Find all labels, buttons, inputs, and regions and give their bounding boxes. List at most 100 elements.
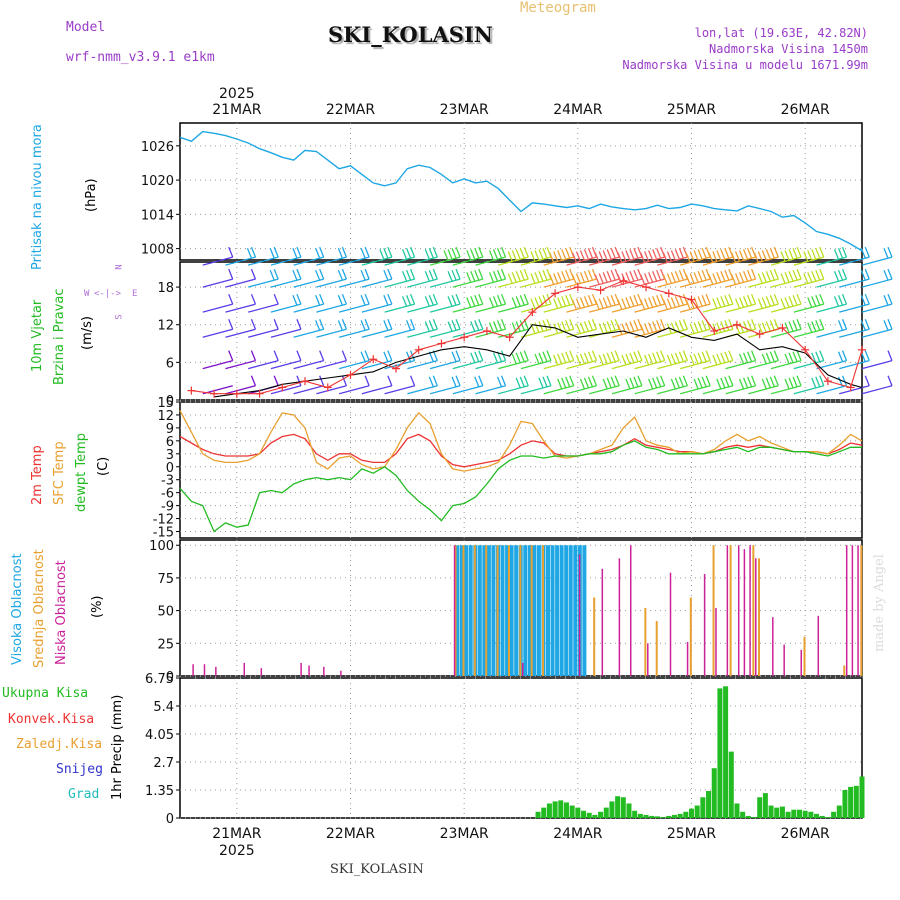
- wind-barb-flag: [724, 247, 730, 259]
- wind-barb: [475, 278, 506, 288]
- wind-barb-flag: [678, 320, 685, 331]
- wind-barb-flag: [546, 350, 552, 361]
- precip-bar: [853, 785, 859, 818]
- wind-barb: [566, 385, 597, 395]
- wind-barb-flag: [773, 319, 779, 330]
- wind-barb-flag: [652, 249, 658, 260]
- wind-barb: [225, 303, 256, 313]
- wind-barb-flag: [296, 268, 302, 280]
- cloud-high-bar: [573, 545, 578, 676]
- cloud-mid-bar: [803, 636, 806, 676]
- cloud-low-bar: [857, 545, 859, 676]
- wind-barb: [498, 256, 529, 266]
- wind-barb-flag: [250, 293, 257, 305]
- wind-barb: [384, 303, 415, 313]
- wind-barb-flag: [565, 295, 571, 306]
- temperature-ytick-label: 9: [166, 422, 174, 437]
- cloud-low-bar: [453, 545, 456, 676]
- wind-barb-flag: [652, 352, 658, 364]
- wind-barb-flag: [693, 250, 699, 261]
- model-label: Model: [66, 20, 106, 35]
- wind-barb-flag: [837, 320, 844, 331]
- wind-barb-flag: [579, 322, 586, 333]
- wind-barb-flag: [887, 350, 893, 361]
- wind-barb-flag: [451, 295, 457, 306]
- wind-barb-flag: [670, 322, 677, 333]
- wind-barb-flag: [750, 268, 757, 280]
- cloud-low-bar: [749, 545, 751, 676]
- cloud-low-bar: [243, 662, 246, 676]
- wind-barb-flag: [401, 296, 408, 307]
- wind-barb-flag: [292, 295, 298, 306]
- wind-barb: [520, 303, 552, 313]
- wind-barb-flag: [841, 293, 848, 305]
- wind-barb-flag: [474, 351, 480, 362]
- wind-barb: [770, 385, 802, 395]
- cloud-mid-bar: [473, 545, 476, 676]
- wind-barb-flag: [773, 268, 779, 280]
- wind-barb-flag: [432, 375, 438, 386]
- wind-barb: [748, 256, 779, 266]
- wind-barb-flag: [697, 296, 703, 307]
- wind-barb: [361, 360, 393, 370]
- wind-barb-flag: [447, 271, 453, 282]
- wind-barb-flag: [678, 269, 685, 281]
- wind-barb: [816, 328, 847, 338]
- wind-barb-flag: [542, 376, 548, 388]
- wind-barb: [839, 360, 870, 370]
- wind-barb-flag: [674, 321, 681, 332]
- wind-barb-flag: [682, 319, 689, 330]
- wind-barb-flag: [542, 351, 548, 362]
- wind-barb-flag: [250, 268, 257, 280]
- pressure-line: [179, 130, 863, 252]
- bottom-date-label: 22MAR: [326, 826, 375, 842]
- wind-barb-flag: [296, 293, 302, 305]
- wind-barb-flag: [788, 352, 794, 364]
- wind-barb-flag: [500, 246, 507, 258]
- wind-barb-flag: [689, 273, 695, 284]
- wind-barb-flag: [538, 296, 544, 307]
- wind-barb-flag: [716, 378, 722, 390]
- wind-barb-flag: [864, 319, 870, 330]
- precip-bar: [598, 811, 604, 818]
- wind-barb-flag: [693, 322, 699, 333]
- footer-station-name: SKI_KOLASIN: [330, 862, 424, 877]
- wind-barb-flag: [689, 354, 695, 366]
- wind-barb-flag: [652, 296, 658, 307]
- wind-barb-flag: [746, 247, 753, 259]
- wind-barb: [384, 278, 415, 288]
- wind-barb-flag: [470, 321, 476, 332]
- wind-barb-flag: [569, 375, 575, 386]
- wind-barb: [566, 360, 597, 370]
- temperature-ytick-label: -15: [153, 526, 174, 541]
- wind-barb-flag: [656, 269, 662, 281]
- wind-barb-flag: [523, 293, 529, 305]
- wind-barb-flag: [273, 293, 279, 305]
- wind-barb: [657, 328, 688, 338]
- wind-barb: [407, 303, 438, 313]
- wind-barb-flag: [670, 353, 677, 365]
- wind-barb-flag: [738, 378, 745, 390]
- top-date-label: 24MAR: [553, 102, 602, 118]
- wind-barb-flag: [534, 272, 540, 283]
- wind-barb-flag: [815, 320, 821, 331]
- precip-bar: [728, 751, 734, 818]
- wind-barb-flag: [341, 350, 348, 361]
- wind-barb: [679, 278, 711, 288]
- wind-barb-flag: [557, 322, 563, 333]
- wind-barb-flag: [360, 295, 366, 306]
- wind-barb: [452, 328, 483, 338]
- wind-barb-flag: [478, 319, 484, 330]
- wind-barb-flag: [738, 250, 745, 261]
- wind-barb-flag: [500, 293, 507, 305]
- wind-barb-flag: [591, 375, 598, 386]
- precip-bar: [825, 816, 831, 818]
- precip-bar: [723, 686, 729, 818]
- wind-barb-flag: [792, 351, 798, 362]
- precip-bar: [558, 800, 564, 818]
- wind-ytick-label: 12: [157, 319, 174, 334]
- wind-barb: [225, 278, 256, 288]
- wind-barb-flag: [553, 273, 559, 284]
- wind-barb-flag: [364, 293, 370, 305]
- wind-barb: [293, 303, 324, 313]
